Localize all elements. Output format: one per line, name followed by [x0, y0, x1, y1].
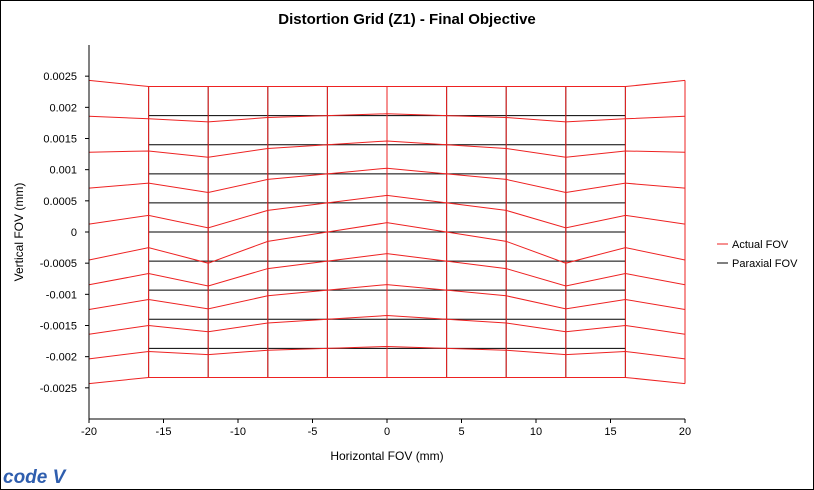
- y-tick-label: -0.0015: [40, 321, 77, 333]
- actual-grid: [88, 79, 686, 385]
- y-tick-label: 0.002: [49, 102, 77, 114]
- legend: Actual FOV Paraxial FOV: [717, 239, 798, 270]
- plot-area: [88, 45, 686, 419]
- x-tick-label: -15: [156, 426, 172, 438]
- chart-title: Distortion Grid (Z1) - Final Objective: [278, 11, 536, 28]
- axes: -20 -15 -10 -5 0 5 10 15 20 0.00250.0020.00150.0…: [40, 45, 691, 438]
- y-ticks: 0.0025 0.002 0.0015 0.001 0.0005 0 -0.0005 -0.0…: [40, 71, 89, 395]
- y-axis-label: Vertical FOV (mm): [12, 183, 26, 282]
- x-tick-label: 10: [530, 426, 542, 438]
- x-tick-label: -20: [81, 426, 97, 438]
- y-tick-label: 0.0025: [43, 71, 77, 83]
- y-tick-label: -0.0005: [40, 258, 77, 270]
- y-tick-label: 0.0015: [43, 134, 77, 146]
- x-ticks: -20 -15 -10 -5 0 5 10 15 20: [81, 419, 691, 438]
- y-tick-label: 0.0005: [43, 196, 77, 208]
- x-tick-label: 0: [384, 426, 390, 438]
- x-axis-label: Horizontal FOV (mm): [330, 449, 443, 463]
- x-tick-label: 5: [458, 426, 464, 438]
- legend-label-paraxial: Paraxial FOV: [732, 258, 798, 270]
- x-tick-label: -10: [230, 426, 246, 438]
- legend-label-actual: Actual FOV: [732, 239, 789, 251]
- y-tick-label: -0.002: [46, 352, 77, 364]
- logo-text: code V: [3, 467, 67, 488]
- y-tick-label: -0.001: [46, 289, 77, 301]
- y-tick-label: 0.001: [49, 165, 77, 177]
- y-tick-label: -0.0025: [40, 383, 77, 395]
- y-tick-label: 0: [71, 227, 77, 239]
- x-tick-label: 20: [679, 426, 691, 438]
- code-v-logo: code V: [3, 467, 67, 488]
- x-tick-label: -5: [308, 426, 318, 438]
- x-tick-label: 15: [604, 426, 616, 438]
